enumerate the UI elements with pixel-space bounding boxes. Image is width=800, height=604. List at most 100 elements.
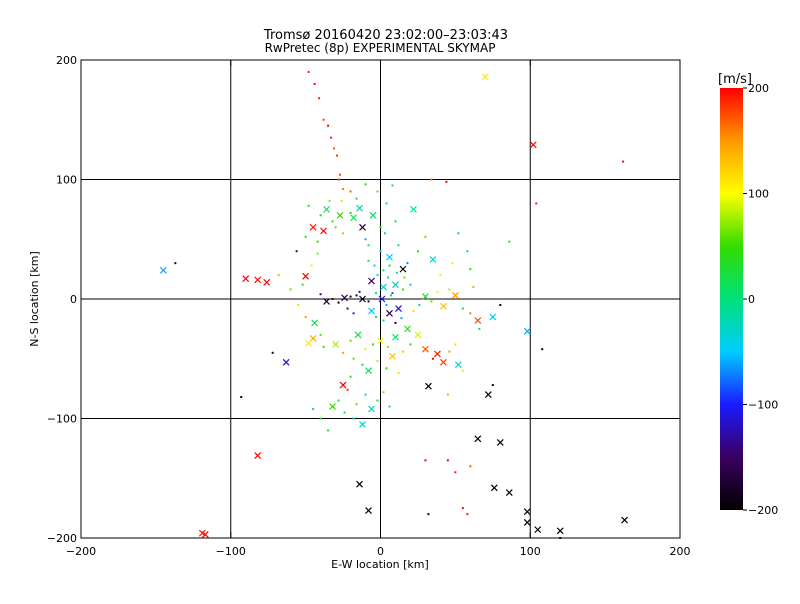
data-point-cross-stroke: [380, 283, 387, 291]
data-point-cross-stroke: [496, 438, 504, 446]
data-point-dot: [322, 118, 325, 121]
data-point-cross-stroke: [529, 141, 537, 149]
data-point-cross-stroke: [356, 204, 363, 212]
data-point-dot: [349, 339, 352, 342]
data-point-cross-stroke: [377, 337, 384, 345]
data-point-dot: [401, 288, 404, 291]
data-point-dot: [240, 395, 243, 398]
data-point-cross: [356, 480, 363, 488]
data-point-dot: [535, 202, 538, 205]
x-tick-label: −200: [66, 545, 96, 558]
data-point-dot: [319, 293, 322, 296]
data-point-dot: [389, 294, 392, 297]
data-point-cross: [556, 527, 564, 535]
data-point-cross: [414, 331, 422, 339]
data-point-cross-stroke: [621, 516, 629, 524]
data-point-cross-stroke: [323, 297, 331, 305]
data-point-cross-stroke: [365, 507, 372, 514]
data-point-dot: [431, 357, 434, 360]
data-point-dot: [385, 303, 388, 306]
data-point-cross-stroke: [404, 325, 411, 333]
data-point-dot: [394, 321, 397, 324]
axis-ticks: −200 −100 0 100 200 −200 −100 0 100 200: [47, 54, 691, 558]
data-point-dot: [379, 250, 382, 253]
data-point-cross-stroke: [523, 508, 531, 516]
data-point-dot: [424, 235, 427, 238]
data-point-dot: [385, 367, 388, 370]
data-point-dot: [391, 292, 394, 295]
data-point-dot: [301, 283, 304, 286]
colorbar-tick-label: −200: [748, 504, 778, 517]
data-point-dot: [307, 70, 310, 73]
data-point-dot: [451, 262, 454, 265]
data-point-cross-stroke: [302, 272, 310, 280]
data-point-cross-stroke: [422, 293, 429, 301]
x-tick-label: 0: [377, 545, 384, 558]
data-point-cross: [474, 435, 482, 443]
data-point-cross-stroke: [454, 361, 462, 369]
data-point-dot: [430, 300, 433, 303]
data-point-cross: [621, 516, 629, 524]
data-point-dot: [304, 315, 307, 318]
x-axis-label: E-W location [km]: [331, 558, 429, 571]
data-point-dot: [469, 268, 472, 271]
y-tick-label: 100: [56, 174, 77, 187]
data-point-cross: [242, 275, 250, 283]
data-point-cross: [404, 325, 411, 333]
data-point-cross: [336, 211, 344, 219]
data-point-cross-stroke: [368, 405, 375, 413]
data-point-dot: [322, 345, 325, 348]
data-point-dot: [394, 220, 397, 223]
data-point-dot: [412, 309, 415, 312]
y-tick-label: 200: [56, 54, 77, 67]
data-point-dot: [327, 124, 330, 127]
x-tick-label: 100: [520, 545, 541, 558]
data-point-cross-stroke: [386, 309, 393, 317]
data-point-cross: [305, 339, 313, 347]
data-point-dot: [454, 343, 457, 346]
data-point-dot: [331, 298, 334, 300]
data-point-cross: [339, 381, 347, 389]
data-point-dot: [491, 384, 494, 387]
data-point-dot: [349, 375, 352, 378]
data-point-dot: [430, 178, 433, 181]
data-point-dot: [466, 250, 469, 253]
data-point-dot: [337, 301, 340, 304]
data-point-dot: [386, 345, 389, 348]
data-point-dot: [469, 312, 472, 315]
data-point-cross-stroke: [556, 527, 564, 535]
data-point-dot: [349, 295, 352, 298]
data-point-cross-stroke: [282, 358, 290, 366]
data-point-dot: [466, 513, 469, 516]
data-point-dot: [342, 188, 345, 191]
data-point-cross: [386, 309, 393, 317]
colorbar-tick-label: 0: [748, 293, 755, 306]
data-point-cross-stroke: [389, 352, 396, 360]
data-point-dot: [313, 82, 316, 85]
data-point-cross: [523, 519, 531, 526]
data-point-cross: [311, 319, 319, 327]
data-point-cross-stroke: [359, 295, 366, 303]
data-point-dot: [379, 226, 382, 229]
data-point-dot: [376, 190, 379, 193]
data-point-cross-stroke: [368, 277, 375, 285]
data-point-dot: [340, 200, 343, 203]
x-tick-label: −100: [216, 545, 246, 558]
data-point-cross-stroke: [368, 307, 375, 315]
data-point-cross-stroke: [490, 484, 498, 492]
data-point-cross-stroke: [323, 205, 331, 213]
data-point-dot: [361, 363, 364, 366]
data-point-dot: [307, 204, 310, 207]
data-point-cross: [523, 508, 531, 516]
data-point-dot: [364, 348, 367, 351]
data-point-dot: [310, 264, 313, 267]
data-point-dot: [364, 183, 367, 186]
data-point-cross: [392, 333, 399, 341]
data-point-dot: [337, 178, 340, 181]
data-point-cross: [377, 337, 384, 345]
data-point-cross-stroke: [534, 526, 542, 534]
data-point-dot: [445, 180, 448, 183]
colorbar-tick-label: −100: [748, 399, 778, 412]
data-point-cross: [395, 305, 402, 312]
data-point-cross-stroke: [439, 302, 447, 310]
